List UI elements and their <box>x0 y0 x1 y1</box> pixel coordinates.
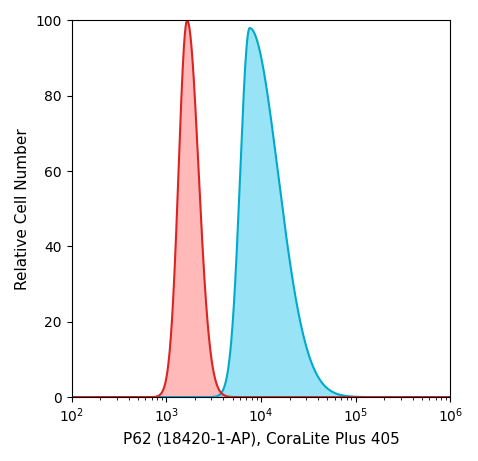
Y-axis label: Relative Cell Number: Relative Cell Number <box>15 128 30 290</box>
X-axis label: P62 (18420-1-AP), CoraLite Plus 405: P62 (18420-1-AP), CoraLite Plus 405 <box>123 431 400 446</box>
